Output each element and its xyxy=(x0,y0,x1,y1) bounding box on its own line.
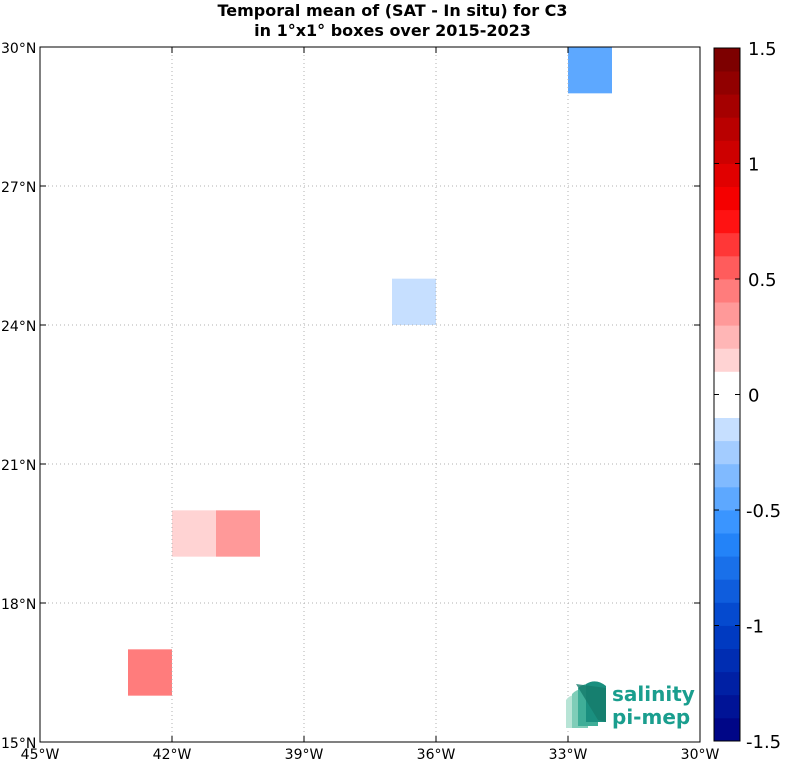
colorbar-segment xyxy=(714,325,740,349)
data-cell-4 xyxy=(216,510,260,557)
lon-tick-label: 45°W xyxy=(21,747,60,763)
colorbar-tick-label: 0.5 xyxy=(748,270,777,291)
colorbar-segment xyxy=(714,209,740,234)
colorbar-segment xyxy=(714,463,740,488)
colorbar-segment xyxy=(714,440,740,465)
colorbar-segment xyxy=(714,186,740,211)
colorbar-segment xyxy=(714,556,740,580)
lon-tick-label: 30°W xyxy=(681,747,720,763)
colorbar-segment xyxy=(714,279,740,303)
logo-wave-icon xyxy=(566,681,606,728)
colorbar-segment xyxy=(714,671,740,696)
colorbar-segment xyxy=(714,163,740,187)
data-cell-2 xyxy=(392,278,436,325)
logo-text-salinity: salinity xyxy=(612,682,695,706)
grid-lines xyxy=(40,47,700,742)
lat-tick-label: 30°N xyxy=(1,41,36,57)
lat-tick-label: 21°N xyxy=(1,458,36,474)
colorbar-segment xyxy=(714,533,740,557)
data-cells xyxy=(128,47,612,696)
colorbar-segment xyxy=(714,140,740,164)
colorbar-segment xyxy=(714,486,740,511)
colorbar-segment xyxy=(714,417,740,442)
colorbar-segment xyxy=(714,510,740,534)
lat-tick-label: 18°N xyxy=(1,597,36,613)
colorbar-tick-label: -1 xyxy=(746,617,764,638)
data-cell-5 xyxy=(128,649,172,696)
colorbar-tick-label: -1.5 xyxy=(746,732,781,753)
lon-tick-label: 42°W xyxy=(153,747,192,763)
colorbar-tick-label: 1 xyxy=(748,155,759,176)
lon-ticks: 45°W 42°W 39°W 36°W 33°W 30°W xyxy=(21,47,720,763)
colorbar-segment xyxy=(714,255,740,280)
lat-ticks: 15°N 18°N 21°N 24°N 27°N 30°N xyxy=(1,41,700,752)
lat-tick-label: 24°N xyxy=(1,319,36,335)
lat-tick-label: 15°N xyxy=(1,736,36,752)
colorbar-segment xyxy=(714,48,740,72)
colorbar-segment xyxy=(714,717,740,742)
lon-tick-label: 36°W xyxy=(417,747,456,763)
colorbar-segment xyxy=(714,694,740,719)
colorbar-segment xyxy=(714,602,740,626)
chart-title-line1: Temporal mean of (SAT - In situ) for C3 xyxy=(217,1,568,20)
chart-title-line2: in 1°x1° boxes over 2015-2023 xyxy=(254,21,531,40)
colorbar-segment xyxy=(714,394,740,418)
colorbar-tick-label: 0 xyxy=(748,386,759,407)
colorbar-segment xyxy=(714,232,740,257)
data-cell-1 xyxy=(568,47,612,94)
colorbar-ticks: 1.5 1 0.5 0 -0.5 -1 -1.5 xyxy=(714,39,781,753)
data-cell-3 xyxy=(172,510,216,557)
colorbar-tick-label: -0.5 xyxy=(746,501,781,522)
lon-tick-label: 33°W xyxy=(549,747,588,763)
colorbar-segment xyxy=(714,625,740,649)
colorbar-segment xyxy=(714,71,740,95)
map-frame xyxy=(39,46,701,743)
colorbar-segment xyxy=(714,94,740,118)
colorbar-segment xyxy=(714,371,740,395)
lon-tick-label: 39°W xyxy=(285,747,324,763)
colorbar-tick-label: 1.5 xyxy=(748,39,777,60)
colorbar-segment xyxy=(714,302,740,326)
colorbar-segment xyxy=(714,648,740,673)
colorbar-segment xyxy=(714,117,740,141)
colorbar xyxy=(713,47,741,742)
logo-text-pi-mep: pi-mep xyxy=(612,705,690,729)
lat-tick-label: 27°N xyxy=(1,180,36,196)
colorbar-segment xyxy=(714,579,740,603)
colorbar-segment xyxy=(714,348,740,372)
salinity-pi-mep-logo: salinity pi-mep xyxy=(566,681,695,729)
